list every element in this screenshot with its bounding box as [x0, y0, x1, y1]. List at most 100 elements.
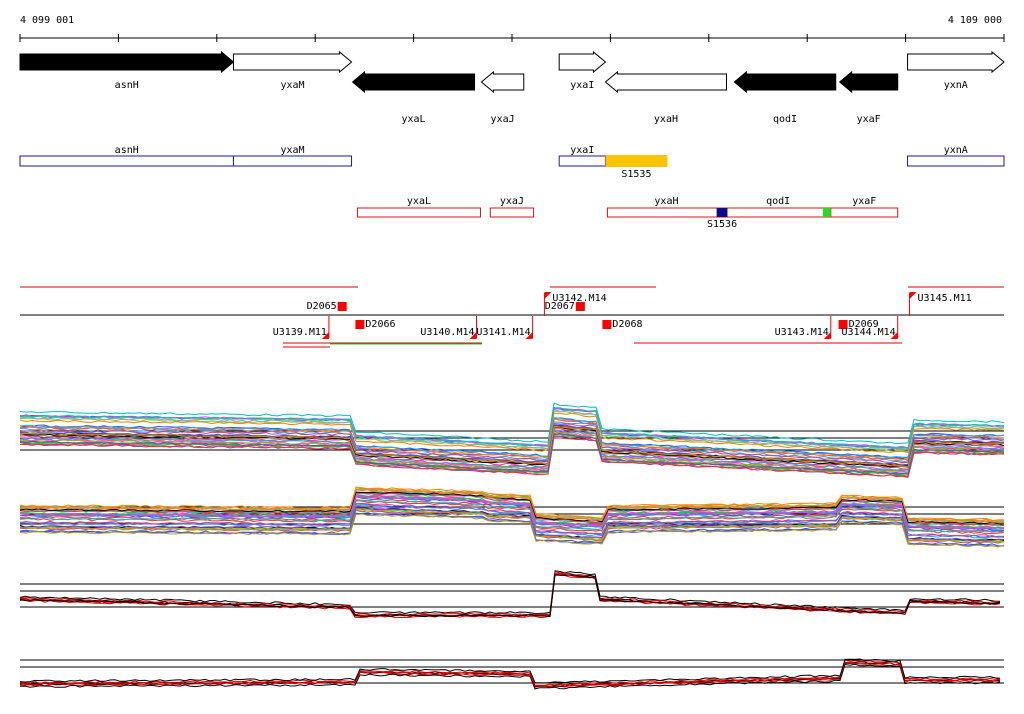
expression-trace	[19, 412, 1005, 454]
gene-label-asnH: asnH	[115, 80, 139, 91]
marker-box-D2065	[337, 302, 347, 311]
annotation-label-yxaH: yxaH	[654, 196, 678, 207]
annotation-box-yxnA	[907, 155, 1005, 167]
marker-label-D2069: D2069	[849, 319, 879, 330]
axis-ticks	[19, 34, 1005, 42]
annotation-box-yxaL	[356, 207, 481, 218]
gene-label-yxnA: yxnA	[944, 80, 968, 91]
marker-label-U3141.M14: U3141.M14	[476, 327, 530, 338]
annotation-box-yxaJ	[489, 207, 535, 218]
expression-trace	[19, 488, 1005, 524]
expression-trace	[19, 407, 1005, 449]
marker-label-U3140.M14: U3140.M14	[420, 327, 474, 338]
gene-label-yxaL: yxaL	[401, 114, 425, 125]
marker-box-D2069	[838, 320, 848, 329]
expression-panel-1	[19, 402, 1005, 478]
gene-label-yxaF: yxaF	[857, 114, 881, 125]
expression-trace	[19, 502, 1005, 538]
annotation-box-yxaF	[830, 207, 899, 218]
marker-box-D2068	[602, 320, 612, 329]
expression-trace	[19, 570, 1001, 615]
expression-trace	[19, 571, 1001, 616]
marker-flag-U3141.M14	[525, 332, 533, 339]
gene-arrow-yxaF	[838, 70, 899, 94]
expression-trace	[20, 437, 1005, 478]
marker-flag-U3139.M11	[321, 332, 329, 339]
expression-trace	[19, 431, 1005, 474]
feature-label-S1535: S1535	[621, 169, 651, 180]
gene-arrow-yxaJ	[480, 70, 525, 94]
expression-trace	[19, 507, 1005, 542]
expression-trace	[19, 408, 1005, 451]
expression-trace	[20, 504, 1005, 539]
marker-box-D2067	[575, 302, 585, 311]
expression-trace	[20, 499, 1005, 533]
annotation-box-yxaM	[232, 155, 353, 167]
marker-label-U3143.M14: U3143.M14	[775, 327, 829, 338]
marker-label-U3145.M11: U3145.M11	[918, 293, 972, 304]
annotation-label-yxaL: yxaL	[407, 196, 431, 207]
expression-trace	[19, 486, 1005, 521]
gene-arrow-asnH	[19, 50, 235, 74]
gene-label-qodI: qodI	[773, 114, 797, 125]
gene-arrow-yxaL	[351, 70, 476, 94]
expression-trace	[19, 658, 1001, 684]
expression-trace	[19, 402, 1005, 445]
expression-trace	[19, 663, 1001, 690]
marker-box-D2066	[355, 320, 365, 329]
marker-label-D2065: D2065	[307, 301, 337, 312]
expression-trace	[19, 418, 1005, 461]
annotation-plus-track: asnH yxaM yxaI yxnA	[19, 145, 1005, 167]
gene-arrow-yxaI	[558, 50, 607, 74]
expression-trace	[19, 661, 1001, 688]
expression-trace	[19, 513, 1005, 548]
coordinate-axis: 4 099 001 4 109 000	[19, 15, 1005, 42]
marker-flag-U3142.M14	[544, 292, 552, 299]
marker-flag-U3143.M14	[823, 332, 831, 339]
annotation-label-yxnA: yxnA	[944, 145, 968, 156]
gene-label-yxaI: yxaI	[570, 80, 594, 91]
marker-label-U3139.M11: U3139.M11	[273, 327, 327, 338]
annotation-box-qodI	[725, 207, 832, 218]
gene-arrow-yxaM	[232, 50, 353, 74]
expression-trace	[19, 417, 1005, 458]
expression-trace	[19, 499, 1005, 535]
expression-trace	[19, 433, 1005, 475]
annotation-label-yxaF: yxaF	[852, 196, 876, 207]
expression-trace	[19, 428, 1005, 470]
gene-arrows-track: asnH yxaM yxaL yxaJ yxaI yxaH qodI yxaF yxnA	[19, 50, 1005, 125]
expression-trace	[19, 661, 1001, 687]
annotation-box-asnH	[19, 155, 234, 167]
expression-panel-4	[19, 658, 1004, 690]
expression-trace	[19, 491, 1005, 525]
expression-trace	[19, 492, 1005, 527]
marker-label-D2067: D2067	[545, 301, 575, 312]
marker-label-D2066: D2066	[365, 319, 395, 330]
expression-trace	[19, 429, 1005, 472]
annotation-minus-track: yxaL yxaJ yxaH qodI yxaF	[356, 196, 899, 218]
expression-trace	[19, 496, 1004, 530]
gene-arrow-qodI	[733, 70, 837, 94]
marker-label-U3142.M14: U3142.M14	[552, 293, 606, 304]
marker-label-D2068: D2068	[612, 319, 642, 330]
marker-label-U3144.M14: U3144.M14	[842, 327, 896, 338]
annotation-label-yxaM: yxaM	[280, 145, 304, 156]
marker-flag-U3145.M11	[909, 292, 917, 299]
gene-label-yxaM: yxaM	[280, 80, 304, 91]
annotation-label-qodI: qodI	[766, 196, 790, 207]
expression-trace	[19, 574, 1001, 618]
expression-panel-3	[19, 570, 1004, 619]
expression-panel-2	[19, 486, 1005, 548]
gene-label-yxaH: yxaH	[654, 114, 678, 125]
gene-label-yxaJ: yxaJ	[491, 114, 515, 125]
axis-start-label: 4 099 001	[20, 15, 74, 26]
feature-mark	[822, 208, 831, 217]
gene-arrow-yxnA	[907, 50, 1005, 74]
axis-end-label: 4 109 000	[948, 15, 1002, 26]
feature-S1536	[716, 208, 728, 217]
feature-marks-track: S1535 S1536	[605, 155, 831, 230]
marker-flag-U3144.M14	[890, 332, 898, 339]
annotation-label-asnH: asnH	[115, 145, 139, 156]
